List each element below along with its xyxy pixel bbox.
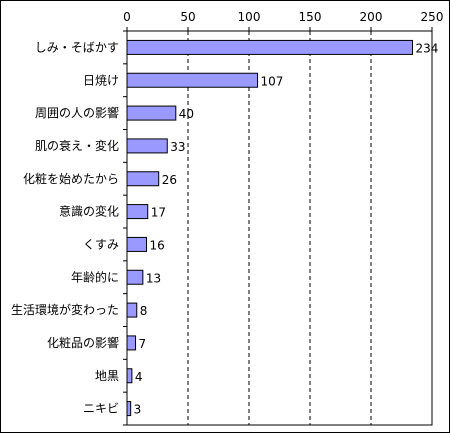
category-label: 日焼け [83, 73, 119, 87]
plot-area [126, 30, 433, 426]
data-label: 7 [139, 337, 147, 351]
category-label: 意識の変化 [59, 204, 119, 219]
data-label: 4 [135, 370, 143, 384]
bar [126, 368, 133, 384]
data-label: 13 [146, 271, 161, 285]
x-tick-label: 200 [360, 10, 383, 24]
bar [126, 204, 149, 220]
x-tick-label: 50 [180, 10, 195, 24]
bar [126, 302, 138, 318]
data-label: 40 [179, 107, 194, 121]
x-tick-label: 250 [421, 10, 444, 24]
x-tick-label: 150 [299, 10, 322, 24]
category-label: 周囲の人の影響 [35, 105, 119, 120]
bar [126, 401, 132, 417]
data-label: 26 [162, 173, 177, 187]
x-tick-label: 100 [238, 10, 261, 24]
data-label: 107 [261, 74, 284, 88]
bar [126, 236, 148, 252]
x-tick-label: 0 [123, 10, 131, 24]
bar [126, 39, 413, 55]
bar [126, 105, 177, 121]
category-label: くすみ [83, 237, 119, 251]
bar [126, 269, 144, 285]
category-label: 化粧品の影響 [47, 335, 119, 350]
category-label: 地黒 [95, 369, 119, 383]
category-label: ニキビ [83, 402, 119, 416]
category-label: 生活環境が変わった [11, 302, 119, 317]
category-label: 化粧を始めたから [23, 172, 119, 186]
data-label: 8 [140, 304, 148, 318]
category-label: 肌の衰え・変化 [35, 138, 119, 153]
data-label: 3 [134, 403, 142, 417]
bar [126, 335, 137, 351]
bar [126, 72, 259, 88]
bar [126, 171, 160, 187]
data-label: 33 [170, 140, 185, 154]
category-label: 年齢的に [71, 269, 119, 284]
bar [126, 138, 168, 154]
data-label: 16 [150, 238, 165, 252]
data-label: 234 [415, 41, 438, 55]
data-label: 17 [151, 206, 166, 220]
category-label: しみ・そばかす [35, 40, 119, 54]
